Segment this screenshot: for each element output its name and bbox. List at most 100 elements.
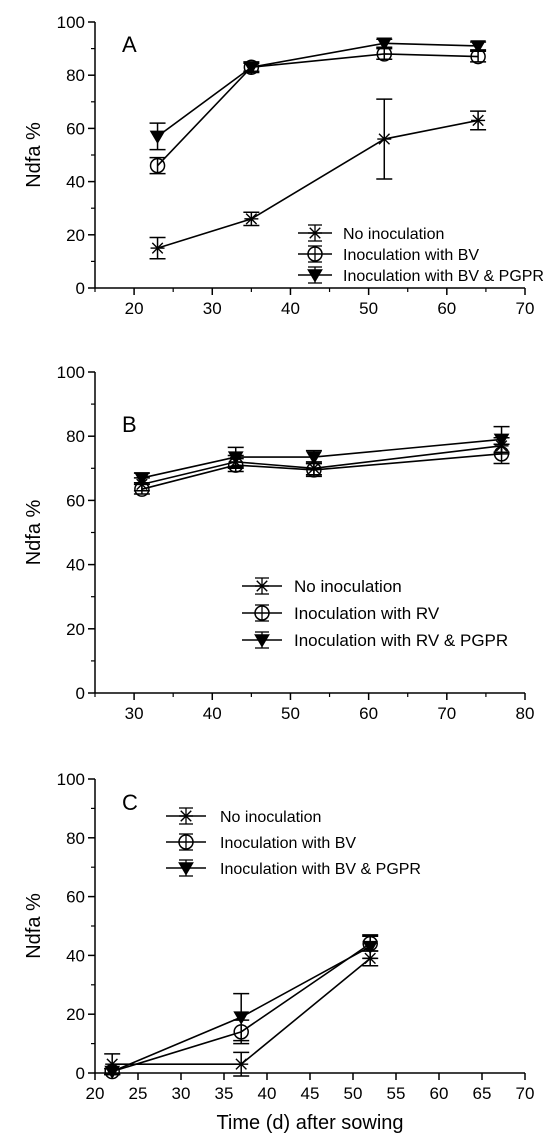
series-line xyxy=(141,438,502,479)
y-tick-label: 40 xyxy=(66,556,85,575)
series-triangle-down xyxy=(104,934,379,1080)
data-point xyxy=(104,1065,121,1080)
chart-panel-b: 0 20 40 60 80 100 30 40 50 60 70 80 Ndfa % B No inocul… xyxy=(23,363,534,723)
legend-label: Inoculation with BV xyxy=(220,835,356,852)
y-tick-label: 60 xyxy=(66,491,85,510)
panel-letter: C xyxy=(122,790,138,815)
x-tick-label: 65 xyxy=(473,1084,492,1103)
legend-entry: Inoculation with RV xyxy=(242,604,440,623)
x-tick-label: 60 xyxy=(430,1084,449,1103)
data-point xyxy=(244,213,259,225)
x-tick-label: 35 xyxy=(215,1084,234,1103)
series-asterisk xyxy=(133,437,510,492)
series-asterisk xyxy=(149,98,487,260)
series-line xyxy=(156,53,479,167)
x-tick-label: 60 xyxy=(437,299,456,318)
legend-label: Inoculation with RV & PGPR xyxy=(294,631,508,650)
data-point xyxy=(233,1011,250,1025)
data-point xyxy=(149,130,166,145)
x-tick-label: 40 xyxy=(258,1084,277,1103)
legend-label: No inoculation xyxy=(220,809,321,826)
data-point xyxy=(493,433,510,448)
data-point xyxy=(377,133,392,145)
legend-marker xyxy=(254,634,270,648)
legend-marker xyxy=(308,227,322,239)
y-tick-label: 0 xyxy=(76,684,85,703)
y-tick-label: 100 xyxy=(57,13,85,32)
legend-label: Inoculation with BV xyxy=(343,247,479,264)
x-tick-label: 25 xyxy=(129,1084,148,1103)
x-tick-label: 20 xyxy=(86,1084,105,1103)
x-tick-label: 30 xyxy=(203,299,222,318)
y-tick-label: 100 xyxy=(57,770,85,789)
series-line xyxy=(141,445,502,486)
x-tick-label: 70 xyxy=(516,1084,535,1103)
y-axis-label: Ndfa % xyxy=(23,893,45,959)
x-tick-label: 50 xyxy=(281,704,300,723)
legend-marker xyxy=(255,580,269,592)
chart-panel-a: 0 20 40 60 80 100 20 30 40 50 60 70 Ndfa % A No inocul… xyxy=(23,13,544,318)
legend-entry: Inoculation with BV & PGPR xyxy=(298,266,544,285)
legend-entry: Inoculation with RV & PGPR xyxy=(242,631,508,650)
legend-error-bar xyxy=(255,604,269,622)
legend-marker xyxy=(307,246,323,262)
x-tick-label: 45 xyxy=(301,1084,320,1103)
x-tick-label: 50 xyxy=(359,299,378,318)
x-tick-label: 80 xyxy=(516,704,535,723)
x-tick-label: 30 xyxy=(172,1084,191,1103)
data-point xyxy=(243,61,260,75)
legend-entry: No inoculation xyxy=(166,807,321,826)
legend-marker xyxy=(178,834,194,850)
legend-marker xyxy=(307,269,323,283)
y-tick-label: 20 xyxy=(66,1005,85,1024)
data-point xyxy=(376,37,393,51)
data-point xyxy=(234,1058,249,1070)
x-tick-label: 40 xyxy=(281,299,300,318)
x-tick-label: 55 xyxy=(387,1084,406,1103)
y-tick-label: 40 xyxy=(66,946,85,965)
series-circle xyxy=(149,46,487,175)
y-tick-label: 80 xyxy=(66,427,85,446)
legend-error-bar xyxy=(308,245,322,263)
legend-entry: Inoculation with BV xyxy=(166,833,356,852)
legend-label: Inoculation with BV & PGPR xyxy=(220,861,421,878)
legend-entry: Inoculation with BV & PGPR xyxy=(166,859,421,878)
legend-marker xyxy=(178,862,194,876)
x-tick-label: 50 xyxy=(344,1084,363,1103)
y-tick-label: 60 xyxy=(66,119,85,138)
x-tick-label: 70 xyxy=(516,299,535,318)
legend-label: Inoculation with BV & PGPR xyxy=(343,268,544,285)
error-bar xyxy=(149,156,166,175)
data-point xyxy=(134,472,150,486)
legend-entry: Inoculation with BV xyxy=(298,245,479,264)
y-tick-label: 40 xyxy=(66,173,85,192)
data-point xyxy=(150,242,165,254)
data-point xyxy=(149,157,166,174)
data-point xyxy=(227,451,244,465)
x-tick-label: 40 xyxy=(203,704,222,723)
y-axis-label: Ndfa % xyxy=(23,122,45,188)
y-axis-label: Ndfa % xyxy=(23,499,45,565)
legend-marker xyxy=(179,810,193,822)
series-line xyxy=(157,119,479,249)
data-point xyxy=(470,40,486,54)
y-tick-label: 100 xyxy=(57,363,85,382)
y-tick-label: 0 xyxy=(76,1064,85,1083)
legend-label: Inoculation with RV xyxy=(294,604,440,623)
legend-marker xyxy=(254,605,270,621)
legend-entry: No inoculation xyxy=(298,224,444,243)
legend-entry: No inoculation xyxy=(242,577,402,596)
series-line xyxy=(157,42,479,138)
y-tick-label: 0 xyxy=(76,279,85,298)
x-tick-label: 30 xyxy=(125,704,144,723)
series-triangle-down xyxy=(133,425,510,486)
data-point xyxy=(362,940,379,955)
panel-letter: B xyxy=(122,412,137,437)
y-tick-label: 80 xyxy=(66,829,85,848)
y-tick-label: 20 xyxy=(66,226,85,245)
x-tick-label: 60 xyxy=(359,704,378,723)
legend-label: No inoculation xyxy=(343,226,444,243)
data-point xyxy=(471,114,486,127)
